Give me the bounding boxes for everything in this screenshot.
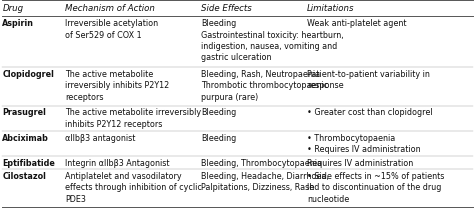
Text: The active metabolite
irreversibly inhibits P2Y12
receptors: The active metabolite irreversibly inhib… [65, 70, 170, 102]
Text: • Thrombocytopaenia
• Requires IV administration: • Thrombocytopaenia • Requires IV admini… [307, 134, 421, 154]
Text: Eptifibatide: Eptifibatide [2, 159, 55, 168]
Text: Cilostazol: Cilostazol [2, 172, 46, 181]
Text: Side Effects: Side Effects [201, 4, 252, 13]
Text: • Greater cost than clopidogrel: • Greater cost than clopidogrel [307, 108, 433, 117]
Text: The active metabolite irreversibly
inhibits P2Y12 receptors: The active metabolite irreversibly inhib… [65, 108, 201, 129]
Text: Weak anti-platelet agent: Weak anti-platelet agent [307, 19, 407, 28]
Text: Drug: Drug [2, 4, 24, 13]
Text: Bleeding
Gastrointestinal toxicity: heartburn,
indigestion, nausea, vomiting and: Bleeding Gastrointestinal toxicity: hear… [201, 19, 344, 62]
Text: Patient-to-patient variability in
response: Patient-to-patient variability in respon… [307, 70, 430, 90]
Text: Antiplatelet and vasodilatory
effects through inhibition of cyclic
PDE3: Antiplatelet and vasodilatory effects th… [65, 172, 202, 204]
Text: Bleeding, Thrombocytopaenia: Bleeding, Thrombocytopaenia [201, 159, 322, 168]
Text: Abciximab: Abciximab [2, 134, 49, 143]
Text: Mechanism of Action: Mechanism of Action [65, 4, 155, 13]
Text: Bleeding, Headache, Diarrhoea,
Palpitations, Dizziness, Rash: Bleeding, Headache, Diarrhoea, Palpitati… [201, 172, 329, 192]
Text: Bleeding, Rash, Neutropaenia
Thrombotic thrombocytopaenic
purpura (rare): Bleeding, Rash, Neutropaenia Thrombotic … [201, 70, 328, 102]
Text: Limitations: Limitations [307, 4, 355, 13]
Text: Irreversible acetylation
of Ser529 of COX 1: Irreversible acetylation of Ser529 of CO… [65, 19, 158, 40]
Text: Clopidogrel: Clopidogrel [2, 70, 54, 79]
Text: Bleeding: Bleeding [201, 108, 237, 117]
Text: Requires IV administration: Requires IV administration [307, 159, 413, 168]
Text: Integrin αIIbβ3 Antagonist: Integrin αIIbβ3 Antagonist [65, 159, 170, 168]
Text: αIIbβ3 antagonist: αIIbβ3 antagonist [65, 134, 136, 143]
Text: Prasugrel: Prasugrel [2, 108, 46, 117]
Text: Aspirin: Aspirin [2, 19, 35, 28]
Text: • Side effects in ~15% of patients
led to discontinuation of the drug
nucleotide: • Side effects in ~15% of patients led t… [307, 172, 445, 204]
Text: Bleeding: Bleeding [201, 134, 237, 143]
